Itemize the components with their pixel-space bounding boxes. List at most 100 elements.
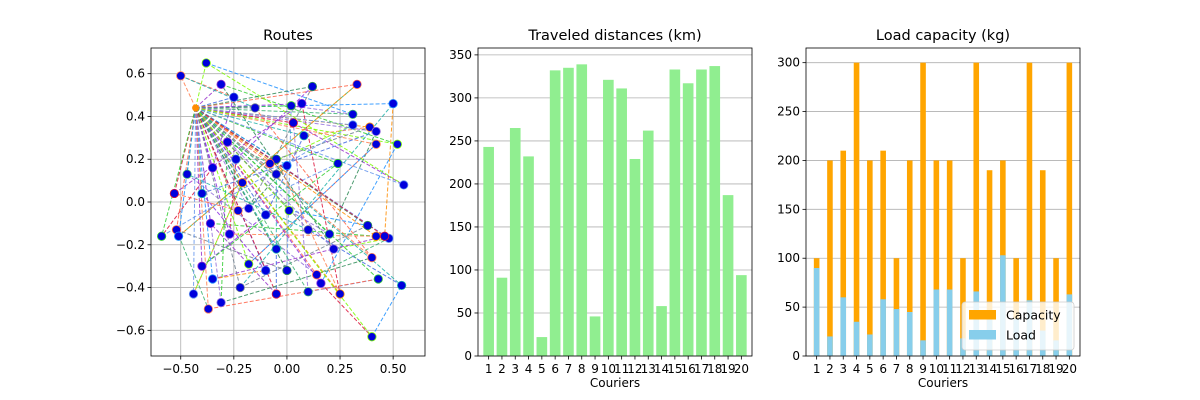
x-tick-label: 19 <box>1048 362 1063 376</box>
route-point <box>265 158 275 169</box>
capacity-bar <box>906 160 913 356</box>
route-segment <box>195 107 277 295</box>
distance-bar <box>589 316 601 356</box>
x-tick-label: 9 <box>919 362 927 376</box>
y-tick-label: 100 <box>777 251 800 265</box>
route-point <box>197 188 207 199</box>
capacity-bar <box>867 160 873 356</box>
route-point <box>233 205 243 216</box>
capacity-bar <box>986 170 993 356</box>
route-point <box>201 58 211 68</box>
route-point <box>207 163 218 173</box>
route-point <box>174 231 184 241</box>
chart-title: Traveled distances (km) <box>527 28 701 44</box>
legend-label-load: Load <box>1006 328 1036 343</box>
route-point <box>367 253 377 263</box>
route-point <box>205 218 216 228</box>
route-segment <box>220 84 335 250</box>
x-tick-label: 13 <box>969 362 984 376</box>
route-point <box>286 101 296 111</box>
route-segment <box>316 237 390 276</box>
x-tick-label: 5 <box>866 362 874 376</box>
route-segment <box>176 229 209 310</box>
route-point <box>371 139 381 149</box>
route-point <box>335 289 345 299</box>
load-bar <box>813 268 820 356</box>
capacity-bar <box>920 62 926 357</box>
y-tick-label: −0.2 <box>116 238 145 252</box>
route-segment <box>195 107 294 124</box>
capacity-bar <box>973 62 980 357</box>
x-tick-label: 0.25 <box>327 362 354 376</box>
y-tick-label: 300 <box>777 56 800 70</box>
route-point <box>216 297 226 308</box>
x-tick-label: 14 <box>654 362 669 376</box>
route-segment <box>384 103 394 237</box>
route-point <box>182 169 192 179</box>
route-point <box>363 220 373 231</box>
y-tick-label: 350 <box>449 48 472 62</box>
x-tick-label: 15 <box>995 362 1010 376</box>
route-segment <box>212 269 266 280</box>
y-tick-label: 150 <box>777 202 800 216</box>
plot-frame <box>805 47 1081 357</box>
x-tick-label: 8 <box>906 362 914 376</box>
route-segment <box>195 107 404 186</box>
y-tick-label: 300 <box>449 91 472 105</box>
route-point <box>288 118 298 128</box>
route-point <box>244 259 254 269</box>
route-point <box>307 81 318 92</box>
distance-bar <box>709 66 721 356</box>
x-tick-label: 9 <box>591 362 599 376</box>
distance-bar <box>642 130 654 356</box>
route-segment <box>195 107 305 137</box>
y-tick-label: 200 <box>777 153 800 167</box>
route-segment <box>195 107 209 309</box>
x-tick-label: 13 <box>641 362 656 376</box>
route-point <box>373 274 383 284</box>
capacity-bar <box>840 150 847 356</box>
route-segment <box>206 62 353 115</box>
distance-bar <box>509 128 521 356</box>
x-tick-label: 20 <box>734 362 749 376</box>
route-segment <box>276 126 370 160</box>
x-tick-label: 15 <box>667 362 682 376</box>
route-point <box>224 229 235 239</box>
distance-bar <box>496 277 508 356</box>
route-point <box>282 265 292 276</box>
load-bar <box>933 289 940 356</box>
route-segment <box>195 107 267 216</box>
distance-bar <box>483 146 494 356</box>
route-point <box>392 139 402 149</box>
capacity-bar <box>933 160 940 356</box>
x-tick-label: 18 <box>1035 362 1050 376</box>
route-segment <box>303 126 370 137</box>
route-segment <box>307 229 402 286</box>
x-tick-label: 17 <box>1022 362 1037 376</box>
distance-bar <box>736 275 747 356</box>
route-segment <box>293 122 405 186</box>
load-bar <box>906 312 913 356</box>
distance-bar <box>576 64 588 356</box>
route-point <box>367 332 377 342</box>
x-tick-label: 10 <box>601 362 616 376</box>
x-tick-label: −0.25 <box>215 362 252 376</box>
x-tick-label: 14 <box>982 362 997 376</box>
y-tick-label: 100 <box>449 263 472 277</box>
route-point <box>216 79 226 89</box>
route-segment <box>227 141 271 164</box>
legend-swatch-capacity <box>969 310 996 320</box>
route-segment <box>195 107 318 276</box>
chart-title: Routes <box>263 28 313 44</box>
capacity-bar <box>1039 170 1046 356</box>
route-point <box>388 99 398 109</box>
route-segment <box>371 285 403 338</box>
capacity-bar <box>946 160 953 356</box>
distance-bar <box>669 69 681 357</box>
route-point <box>329 244 339 254</box>
route-point <box>348 109 358 119</box>
chart-title: Load capacity (kg) <box>876 28 1010 44</box>
route-point <box>169 188 179 199</box>
